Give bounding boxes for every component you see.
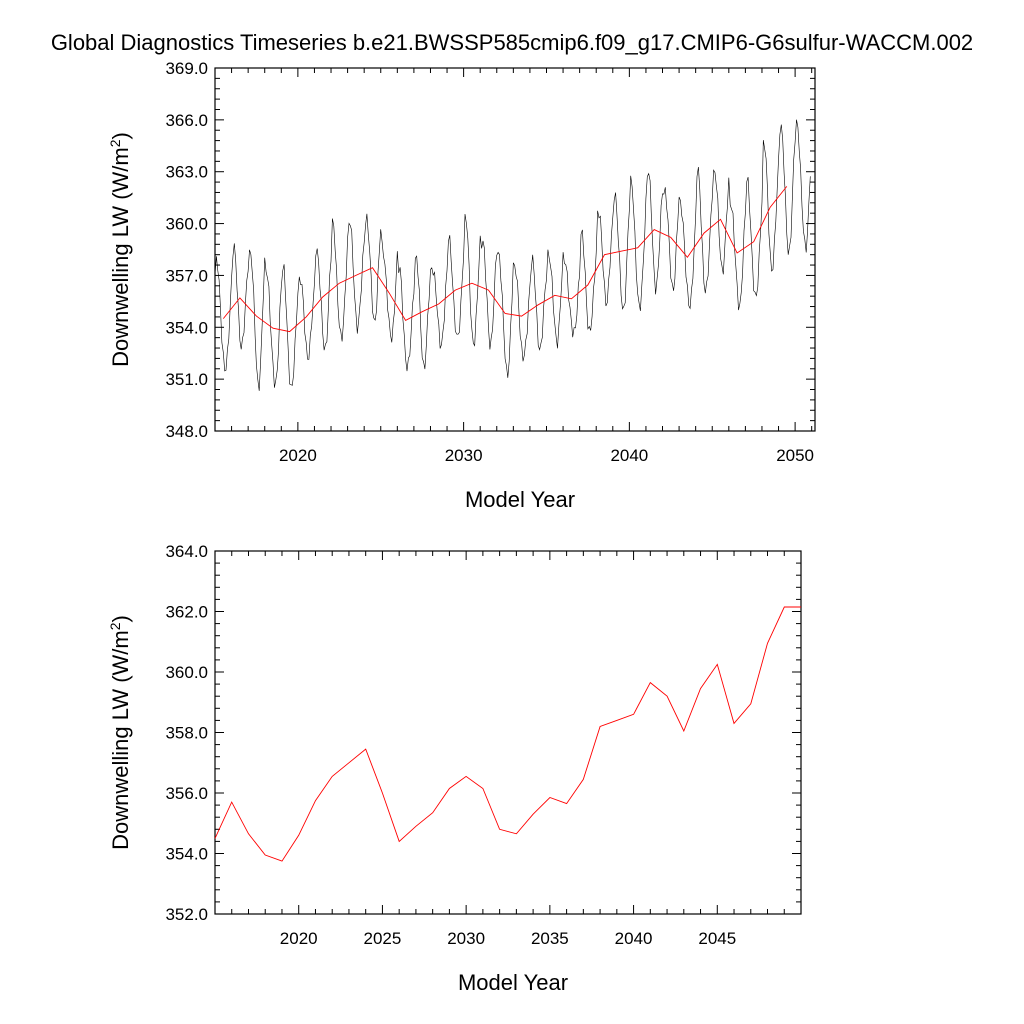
y-axis-title-main: Downwelling LW (W/m <box>108 147 133 367</box>
y-tick-label: 366.0 <box>165 111 208 130</box>
x-tick-label: 2020 <box>279 446 317 465</box>
x-axis-title: Model Year <box>458 970 568 995</box>
y-tick-label: 354.0 <box>165 318 208 337</box>
y-tick-label: 348.0 <box>165 422 208 441</box>
y-tick-label: 356.0 <box>165 784 208 803</box>
x-tick-label: 2020 <box>280 929 318 948</box>
y-tick-label: 352.0 <box>165 905 208 924</box>
y-axis-title: Downwelling LW (W/m2) <box>107 132 133 367</box>
monthly-series-line <box>214 119 811 391</box>
y-tick-label: 360.0 <box>165 663 208 682</box>
y-axis-title-main: Downwelling LW (W/m <box>108 630 133 850</box>
y-tick-label: 363.0 <box>165 163 208 182</box>
y-tick-label: 357.0 <box>165 266 208 285</box>
y-tick-label: 351.0 <box>165 370 208 389</box>
plot-frame <box>214 67 816 432</box>
y-tick-label: 364.0 <box>165 542 208 561</box>
annual-mean-series-line <box>214 606 801 862</box>
x-tick-label: 2030 <box>445 446 483 465</box>
y-tick-label: 358.0 <box>165 724 208 743</box>
figure-title: Global Diagnostics Timeseries b.e21.BWSS… <box>50 30 974 55</box>
y-tick-label: 360.0 <box>165 215 208 234</box>
x-tick-label: 2040 <box>615 929 653 948</box>
annual-mean-series-line <box>222 186 788 333</box>
y-axis-title-superscript: 2 <box>107 139 123 147</box>
y-axis-title-close: ) <box>108 615 133 622</box>
y-axis-title-superscript: 2 <box>107 622 123 630</box>
y-axis-title: Downwelling LW (W/m2) <box>107 615 133 850</box>
bottom-panel: 352.0 354.0 356.0 358.0 360.0 362.0 364.0 2020 2… <box>107 542 802 995</box>
x-tick-label: 2045 <box>698 929 736 948</box>
x-tick-label: 2035 <box>531 929 569 948</box>
y-tick-label: 354.0 <box>165 845 208 864</box>
x-tick-label: 2030 <box>447 929 485 948</box>
x-axis-title: Model Year <box>465 487 575 512</box>
y-tick-label: 369.0 <box>165 59 208 78</box>
x-tick-label: 2025 <box>364 929 402 948</box>
y-tick-label: 362.0 <box>165 603 208 622</box>
top-panel: 348.0 351.0 354.0 357.0 360.0 363.0 366.0 369.0… <box>107 59 816 512</box>
plot-frame <box>214 550 802 915</box>
x-tick-label: 2050 <box>776 446 814 465</box>
y-axis-title-close: ) <box>108 132 133 139</box>
x-tick-label: 2040 <box>610 446 648 465</box>
